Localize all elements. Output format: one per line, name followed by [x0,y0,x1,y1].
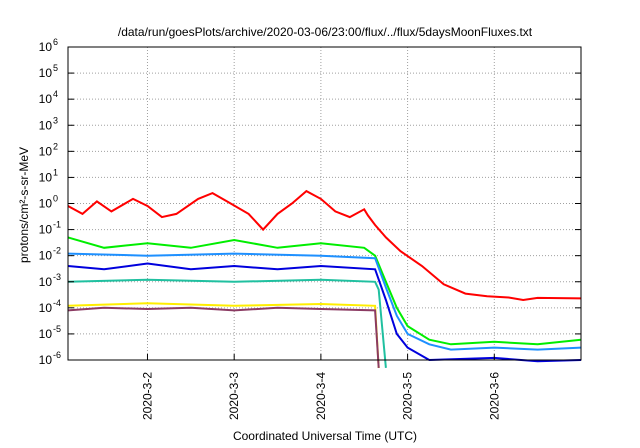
x-tick-label: 2020-3-2 [140,372,154,420]
y-tick-label: 10-5 [39,324,61,341]
x-tick-label: 2020-3-6 [487,372,501,420]
chart-title: /data/run/goesPlots/archive/2020-03-06/2… [118,25,533,39]
y-tick-label: 104 [39,89,58,106]
series-group [67,189,582,368]
y-tick-label: 10-4 [39,298,61,315]
series-line-1 [67,189,582,302]
series-line-4 [67,262,582,363]
y-tick-label: 105 [39,63,58,80]
grid [68,47,581,360]
y-tick-label: 10-3 [39,272,61,289]
x-tick-label: 2020-3-3 [227,372,241,420]
y-tick-label: 10-6 [39,350,61,367]
y-tick-label: 106 [39,37,58,54]
y-tick-label: 103 [39,115,58,132]
series-line-5 [67,278,387,368]
x-ticks: 2020-3-2 2020-3-3 2020-3-4 2020-3-5 2020-3-6 [140,354,501,420]
y-tick-label: 101 [39,167,58,184]
y-tick-label: 10-2 [39,246,61,263]
x-tick-label: 2020-3-4 [314,372,328,420]
series-line-6 [67,302,380,368]
y-ticks: 10-6 10-5 10-4 10-3 10-2 10-1 100 101 102 103 104 1… [39,37,581,367]
plot-frame [67,46,582,361]
y-axis-label: protons/cm²-s-sr-MeV [17,147,31,263]
y-tick-label: 10-1 [39,220,61,237]
x-axis-label: Coordinated Universal Time (UTC) [233,429,417,443]
x-tick-label: 2020-3-5 [401,372,415,420]
series-line-2 [67,236,582,346]
series-line-7 [67,306,380,368]
y-tick-label: 100 [39,194,58,211]
y-tick-label: 102 [39,141,58,158]
series-line-3 [67,252,582,351]
